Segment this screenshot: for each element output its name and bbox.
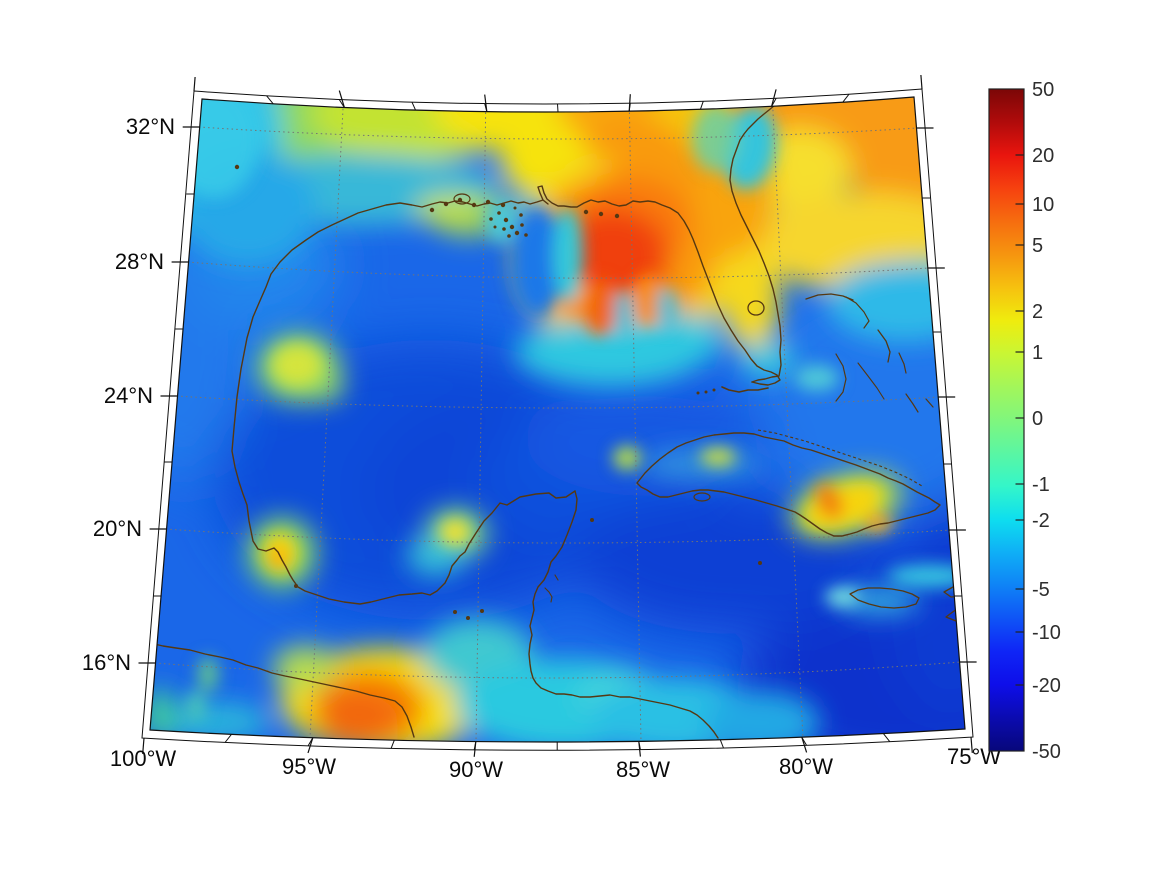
svg-text:-5: -5 xyxy=(1032,579,1050,601)
svg-text:95°W: 95°W xyxy=(282,754,336,779)
svg-text:20°N: 20°N xyxy=(93,516,142,541)
svg-text:16°N: 16°N xyxy=(82,650,131,675)
svg-text:10: 10 xyxy=(1032,194,1054,216)
svg-text:85°W: 85°W xyxy=(616,757,670,782)
svg-text:20: 20 xyxy=(1032,145,1054,167)
svg-text:0: 0 xyxy=(1032,408,1043,430)
svg-text:32°N: 32°N xyxy=(126,114,175,139)
svg-text:-2: -2 xyxy=(1032,510,1050,532)
svg-text:50: 50 xyxy=(1032,79,1054,101)
svg-text:24°N: 24°N xyxy=(104,383,153,408)
svg-text:-50: -50 xyxy=(1032,741,1061,763)
svg-text:2: 2 xyxy=(1032,301,1043,323)
svg-text:80°W: 80°W xyxy=(779,754,833,779)
svg-text:-20: -20 xyxy=(1032,675,1061,697)
svg-text:5: 5 xyxy=(1032,235,1043,257)
svg-text:100°W: 100°W xyxy=(110,746,177,771)
svg-text:28°N: 28°N xyxy=(115,249,164,274)
svg-text:-1: -1 xyxy=(1032,474,1050,496)
svg-text:-10: -10 xyxy=(1032,622,1061,644)
svg-text:1: 1 xyxy=(1032,342,1043,364)
svg-text:90°W: 90°W xyxy=(449,757,503,782)
